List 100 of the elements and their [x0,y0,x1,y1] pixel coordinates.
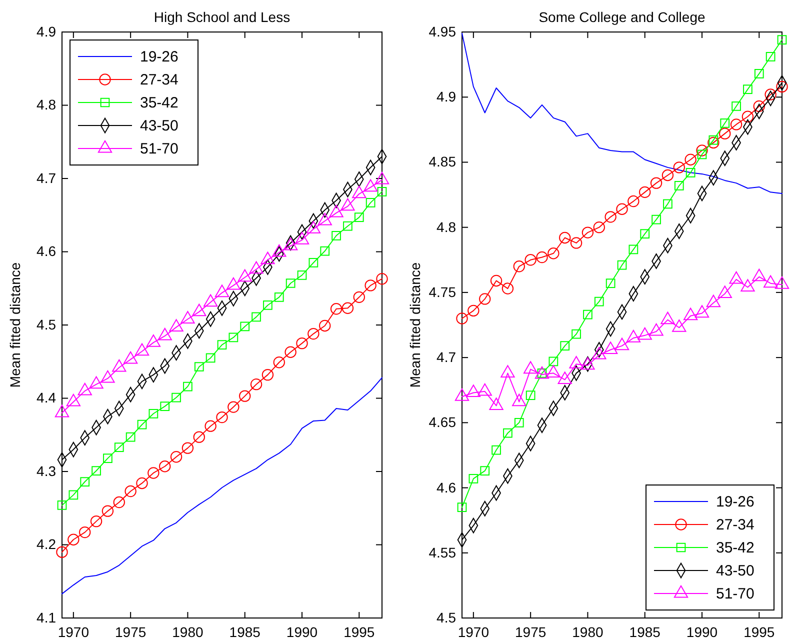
point [90,515,102,528]
point [548,356,558,366]
point [252,312,261,322]
x-tick-label: 1975 [114,624,146,640]
point [320,246,330,256]
point [742,110,754,122]
point [777,35,787,44]
point [136,477,148,490]
legend-label: 51-70 [716,586,754,602]
point [56,546,68,558]
x-tick-label: 1985 [229,624,261,640]
point [126,432,136,442]
legend-label: 35-42 [140,94,178,112]
point [182,442,194,454]
point [228,332,238,342]
point [708,136,720,149]
x-tick-label: 1990 [686,624,718,640]
point [159,460,171,472]
y-tick-label: 4.5 [436,609,456,626]
y-tick-label: 4.9 [36,23,56,40]
y-tick-label: 4.95 [428,23,456,40]
x-tick-label: 1990 [286,624,318,640]
point [732,102,741,111]
point [353,291,365,304]
point [217,340,227,350]
point [364,280,376,292]
point [376,273,388,285]
point [616,203,628,215]
y-tick-label: 4.2 [36,536,56,552]
y-tick-label: 4.6 [436,479,456,496]
point [250,378,262,390]
point [137,420,147,430]
point [639,186,651,198]
point [457,502,467,512]
point [753,100,765,112]
point [559,232,571,244]
legend-label: 43-50 [140,118,178,134]
point [332,230,341,240]
point [764,88,776,100]
point [617,260,627,270]
x-tick-label: 1995 [344,624,375,640]
point [160,402,170,411]
y-tick-label: 4.1 [36,609,56,626]
point [593,221,605,234]
point [513,260,525,272]
point [273,356,285,368]
point [663,199,672,209]
point [342,302,354,314]
point [228,401,240,413]
y-tick-label: 4.8 [36,96,56,113]
legend-label: 19-26 [140,48,178,66]
point [296,337,308,350]
point [650,177,662,189]
y-tick-label: 4.8 [436,218,456,235]
point [216,411,228,424]
point [468,304,480,317]
y-axis-title: Mean fitted distance [407,262,423,388]
point [502,282,514,294]
legend-label: 19-26 [716,494,754,510]
point [536,251,548,264]
point [456,312,468,324]
chart-title: Some College and College [538,9,706,25]
point [673,162,685,174]
point [286,278,296,288]
legend-label: 51-70 [140,140,178,158]
y-tick-label: 4.65 [428,414,456,430]
point [628,195,640,208]
point [628,244,638,254]
point [366,198,376,208]
chart-title: High School and Less [154,9,290,25]
x-tick-label: 1970 [458,624,490,640]
point [80,477,90,486]
point [684,154,696,166]
point [183,382,192,392]
point [194,362,204,372]
point [206,353,216,363]
point [492,445,501,455]
point [193,431,205,443]
y-tick-label: 4.75 [428,284,456,300]
point [57,500,67,510]
point [662,169,674,182]
y-tick-label: 4.6 [36,243,56,260]
point [239,390,251,402]
point [480,466,490,476]
point [102,505,114,517]
point [606,278,616,288]
point [103,454,112,463]
x-tick-label: 1995 [744,624,775,640]
point [582,226,594,238]
point [354,212,364,222]
point [68,534,80,546]
x-tick-label: 1970 [58,624,90,640]
point [594,296,604,306]
point [479,293,491,305]
point [548,248,560,260]
point [776,80,788,93]
legend-label: 27-34 [140,72,178,88]
y-tick-label: 4.85 [428,154,456,170]
x-tick-label: 1985 [629,624,661,640]
legend-label: 35-42 [716,540,754,556]
